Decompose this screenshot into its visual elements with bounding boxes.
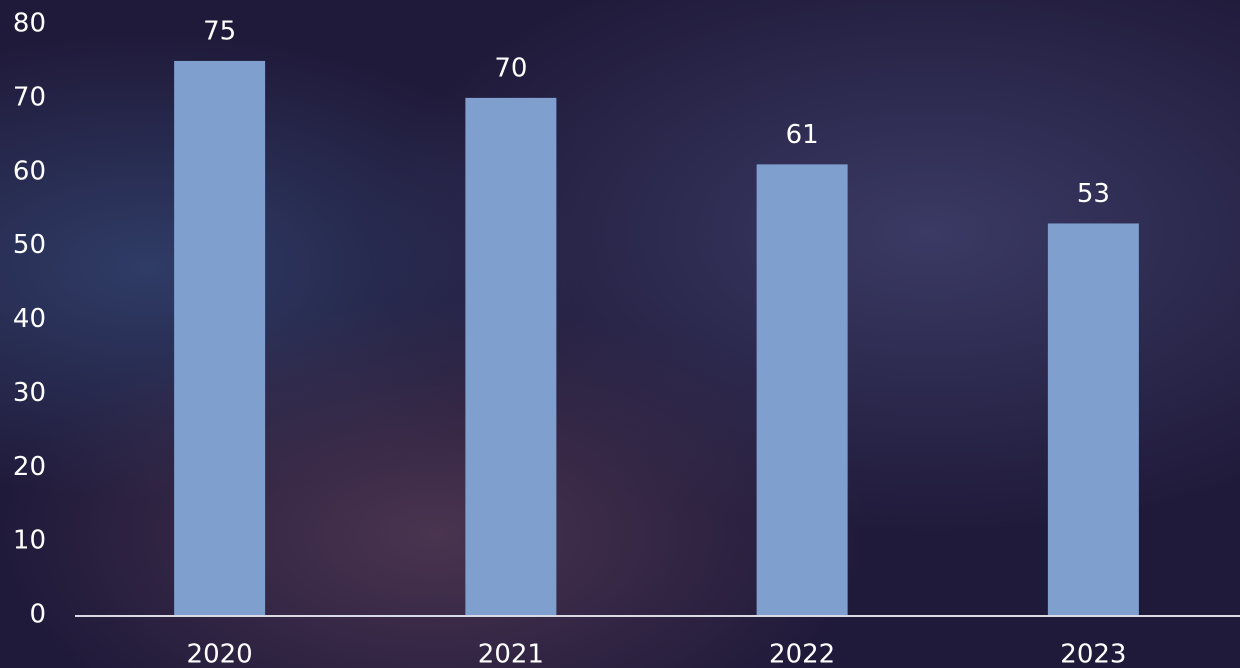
y-tick-label: 20 xyxy=(13,452,46,482)
x-tick-label: 2020 xyxy=(187,640,253,668)
y-tick-label: 60 xyxy=(13,156,46,186)
y-tick-label: 80 xyxy=(13,9,46,39)
data-label: 75 xyxy=(203,16,236,46)
y-tick-label: 10 xyxy=(13,526,46,556)
data-label: 53 xyxy=(1077,179,1110,209)
y-tick-label: 0 xyxy=(29,600,46,630)
y-tick-label: 70 xyxy=(13,82,46,112)
y-tick-label: 40 xyxy=(13,304,46,334)
bar xyxy=(465,97,557,615)
data-label: 70 xyxy=(494,53,527,83)
y-tick-label: 30 xyxy=(13,378,46,408)
x-tick-label: 2023 xyxy=(1060,640,1126,668)
bar xyxy=(1047,223,1139,615)
bar xyxy=(174,60,266,615)
x-tick-label: 2022 xyxy=(769,640,835,668)
data-label: 61 xyxy=(786,120,819,150)
bar xyxy=(756,164,848,616)
y-tick-label: 50 xyxy=(13,230,46,260)
x-tick-label: 2021 xyxy=(478,640,544,668)
